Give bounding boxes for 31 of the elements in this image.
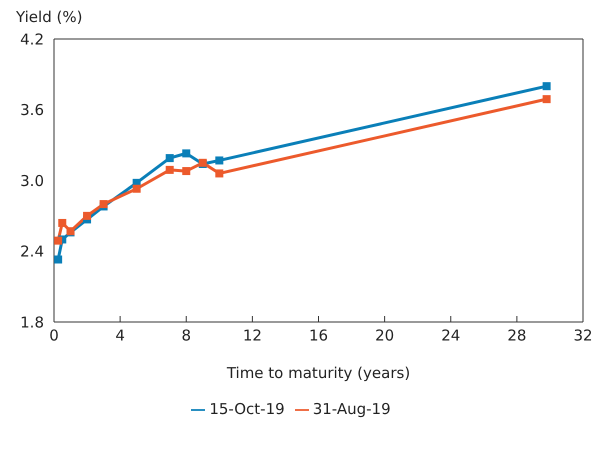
point xyxy=(58,218,66,227)
point xyxy=(54,256,62,264)
point xyxy=(215,169,224,178)
point xyxy=(166,154,174,162)
x-tick-label: 20 xyxy=(375,326,394,345)
x-tick-label: 32 xyxy=(573,326,593,345)
point xyxy=(83,212,92,220)
y-tick-label: 2.4 xyxy=(20,242,44,261)
point xyxy=(542,82,551,90)
x-tick-label: 8 xyxy=(181,326,192,345)
point xyxy=(166,166,174,174)
x-tick-label: 16 xyxy=(308,326,328,345)
x-tick-label: 12 xyxy=(242,326,262,345)
legend-label: 31-Aug-19 xyxy=(312,400,391,418)
point xyxy=(215,156,224,164)
x-tick-label: 28 xyxy=(507,326,526,345)
y-axis-title: Yield (%) xyxy=(16,8,84,28)
y-tick-label: 1.8 xyxy=(20,313,44,332)
x-tick-label: 0 xyxy=(49,326,59,345)
point xyxy=(182,167,190,176)
y-tick-label: 3.6 xyxy=(20,101,44,120)
y-tick-label: 4.2 xyxy=(20,30,44,48)
legend-label: 15-Oct-19 xyxy=(209,400,285,418)
x-tick-label: 4 xyxy=(115,326,125,345)
point xyxy=(54,236,62,245)
x-axis-title: Time to maturity (years) xyxy=(226,364,410,382)
x-tick-label: 24 xyxy=(441,326,460,345)
y-tick-label: 3.0 xyxy=(20,172,44,190)
point xyxy=(542,95,551,104)
point xyxy=(132,184,141,193)
point xyxy=(182,149,190,158)
